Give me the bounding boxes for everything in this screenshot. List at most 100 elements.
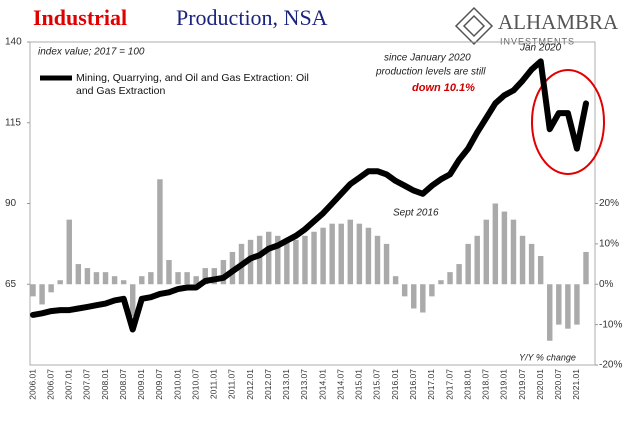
y2-tick-label: -10% xyxy=(599,319,622,330)
annotation: production levels are still xyxy=(375,67,486,78)
chart-title: Production, NSA xyxy=(176,5,328,30)
x-tick-label: 2015.01 xyxy=(354,369,364,400)
bar xyxy=(275,235,281,285)
bar xyxy=(556,284,562,325)
y2-tick-label: 0% xyxy=(599,279,614,290)
bar xyxy=(284,239,290,285)
x-tick-label: 2016.01 xyxy=(390,369,400,400)
y2-tick-label: 20% xyxy=(599,198,619,209)
x-tick-label: 2006.07 xyxy=(45,369,55,400)
bar xyxy=(583,251,589,285)
annotation: down 10.1% xyxy=(412,82,475,94)
bar xyxy=(420,284,426,313)
x-tick-label: 2018.07 xyxy=(481,369,491,400)
logo-icon xyxy=(454,6,494,46)
y-tick-label: 90 xyxy=(5,198,17,209)
x-tick-label: 2007.01 xyxy=(64,369,74,400)
y-tick-label: 115 xyxy=(5,117,21,128)
x-tick-label: 2008.01 xyxy=(100,369,110,400)
bar xyxy=(211,268,218,285)
bar xyxy=(383,243,390,285)
annotation: Y/Y % change xyxy=(519,352,576,362)
bar xyxy=(483,219,489,285)
index-note: index value; 2017 = 100 xyxy=(38,47,145,58)
highlight-circle xyxy=(531,69,605,175)
x-tick-label: 2021.01 xyxy=(571,369,581,400)
chart-title-highlight: Industrial xyxy=(33,5,127,30)
bar xyxy=(130,284,136,317)
x-tick-label: 2012.07 xyxy=(263,369,273,400)
annotation: since January 2020 xyxy=(384,53,471,64)
bar xyxy=(374,235,381,285)
bar xyxy=(474,235,480,285)
x-tick-label: 2020.07 xyxy=(553,369,563,400)
bar xyxy=(57,280,63,285)
bar xyxy=(492,203,499,285)
bar xyxy=(347,219,354,285)
bar xyxy=(528,243,535,285)
x-tick-label: 2013.01 xyxy=(281,369,291,400)
x-tick-label: 2006.01 xyxy=(27,369,37,400)
legend-label: Mining, Quarrying, and Oil and Gas Extra… xyxy=(76,72,309,97)
bar xyxy=(157,179,163,285)
bar xyxy=(175,272,181,285)
bar xyxy=(184,272,190,285)
x-tick-label: 2016.07 xyxy=(408,369,418,400)
annotation: Sept 2016 xyxy=(393,208,439,219)
y2-tick-label: 10% xyxy=(599,239,619,250)
bar xyxy=(256,235,263,285)
bar xyxy=(265,231,272,285)
bar xyxy=(39,284,45,305)
x-tick-label: 2014.07 xyxy=(335,369,345,400)
bar xyxy=(311,231,317,285)
bar xyxy=(365,227,372,285)
x-tick-label: 2012.01 xyxy=(245,369,255,400)
x-tick-label: 2010.01 xyxy=(172,369,182,400)
bar xyxy=(501,211,508,285)
x-tick-label: 2015.07 xyxy=(372,369,382,400)
bar xyxy=(447,272,453,285)
bar xyxy=(30,284,36,297)
x-tick-label: 2011.07 xyxy=(227,369,237,399)
bar xyxy=(537,255,544,285)
logo-sub: INVESTMENTS xyxy=(500,36,575,46)
x-tick-label: 2017.01 xyxy=(426,369,436,400)
y-tick-label: 140 xyxy=(5,37,22,48)
bar xyxy=(75,264,82,285)
bar xyxy=(102,272,109,285)
x-tick-label: 2017.07 xyxy=(444,369,454,400)
bar xyxy=(565,284,571,329)
bar xyxy=(438,280,444,285)
x-tick-label: 2019.07 xyxy=(517,369,527,400)
bar xyxy=(356,223,363,285)
bar xyxy=(401,284,408,297)
bar xyxy=(338,223,344,285)
bar xyxy=(510,219,517,285)
bar xyxy=(302,235,308,285)
x-tick-label: 2019.01 xyxy=(499,369,509,400)
x-tick-label: 2014.01 xyxy=(317,369,327,400)
line xyxy=(30,58,589,333)
bar xyxy=(547,284,553,341)
bar xyxy=(320,227,326,285)
y-tick-label: 65 xyxy=(5,279,17,290)
y2-tick-label: -20% xyxy=(599,360,622,371)
bar xyxy=(392,276,399,285)
x-tick-label: 2018.01 xyxy=(462,369,472,400)
bar xyxy=(202,268,208,285)
bar xyxy=(111,276,118,285)
bar xyxy=(48,284,54,293)
x-tick-label: 2008.07 xyxy=(118,369,128,400)
bar xyxy=(293,239,299,285)
bar xyxy=(220,260,227,285)
bar xyxy=(411,284,417,309)
x-tick-label: 2009.01 xyxy=(136,369,146,400)
bar xyxy=(193,276,199,285)
bar xyxy=(66,219,72,285)
bar xyxy=(166,260,172,285)
x-tick-label: 2009.07 xyxy=(154,369,164,400)
bar xyxy=(329,223,335,285)
bar xyxy=(574,284,580,325)
